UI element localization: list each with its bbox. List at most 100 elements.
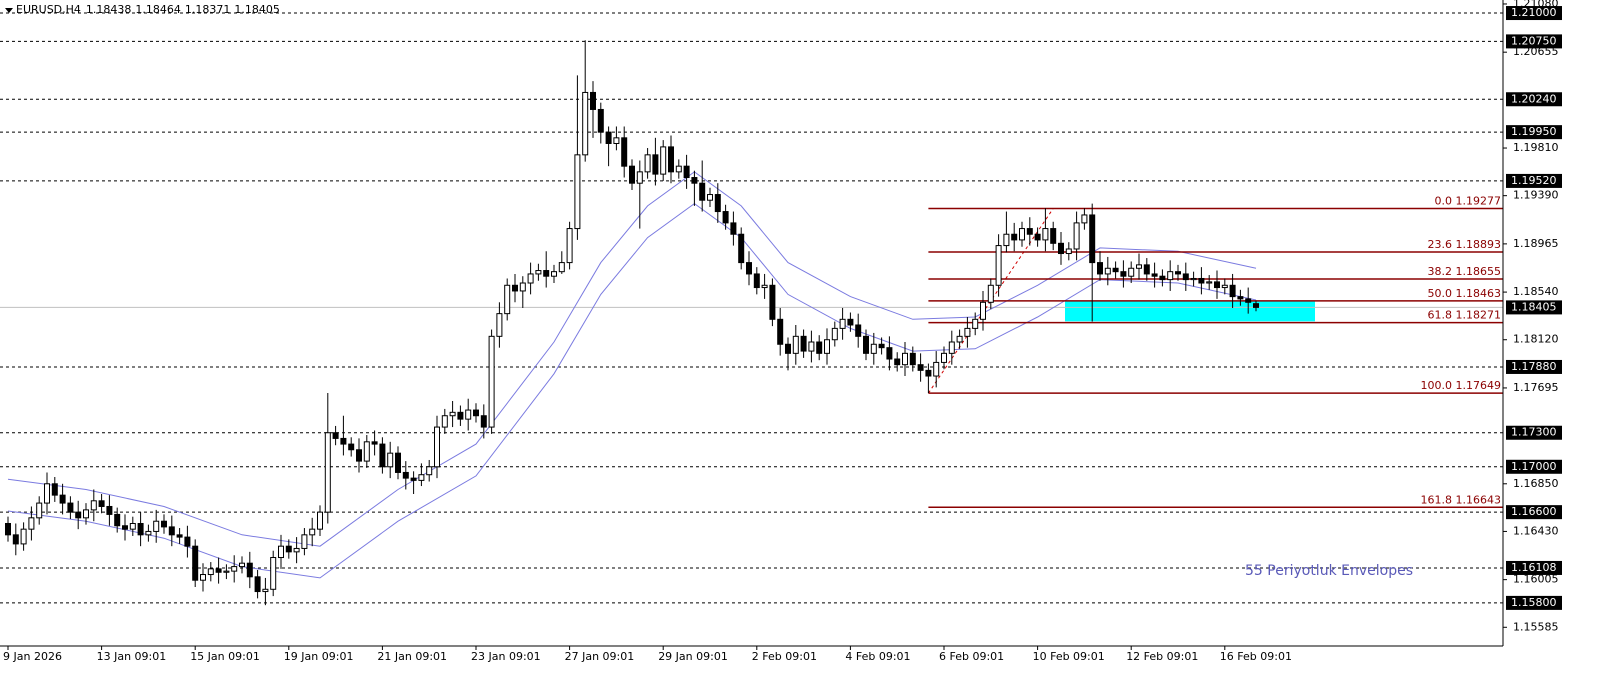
fib-label: 0.0 1.19277 — [1435, 194, 1501, 207]
candle — [1112, 261, 1119, 279]
candle-body — [1097, 262, 1103, 275]
candle-body — [1175, 271, 1181, 275]
candle-body — [1143, 264, 1150, 275]
candle — [262, 577, 269, 606]
candle — [285, 539, 292, 559]
candle — [1221, 278, 1228, 295]
candle — [28, 506, 35, 541]
candle-body — [161, 520, 167, 528]
candle-body — [246, 562, 253, 578]
candle — [722, 204, 729, 230]
candle-body — [449, 411, 456, 417]
candle — [753, 267, 760, 295]
level-label: 1.20240 — [1511, 92, 1557, 105]
candle-body — [285, 545, 292, 553]
candle-body — [44, 483, 50, 504]
candle — [1034, 227, 1041, 247]
level-box — [1506, 34, 1562, 49]
candle-body — [863, 335, 869, 354]
y-tick-label: 1.19390 — [1513, 189, 1559, 202]
candle — [894, 352, 901, 372]
level-label: 1.17300 — [1511, 426, 1557, 439]
candle — [1073, 211, 1080, 261]
highlight-zone — [1065, 301, 1315, 322]
candle-body — [184, 536, 191, 547]
candle-body — [1229, 284, 1236, 298]
candle-body — [356, 449, 362, 462]
candle — [839, 307, 846, 340]
candle — [855, 313, 862, 348]
candle-body — [1112, 267, 1119, 273]
candle — [231, 555, 238, 583]
candle — [184, 525, 191, 558]
y-tick-label: 1.19810 — [1513, 141, 1559, 154]
candle — [636, 160, 643, 229]
candle — [714, 183, 721, 223]
candle-body — [886, 347, 893, 360]
candle — [426, 459, 433, 482]
level-box — [1506, 560, 1562, 575]
candle-body — [753, 273, 760, 289]
candle — [129, 516, 136, 536]
candle — [293, 537, 300, 564]
candle — [1058, 231, 1064, 265]
y-tick-label: 1.18120 — [1513, 333, 1559, 346]
candle-body — [558, 262, 565, 273]
candle-body — [1128, 267, 1135, 277]
candle-body — [644, 154, 651, 173]
candle — [59, 483, 66, 515]
candle — [668, 135, 674, 184]
menu-arrow[interactable] — [5, 8, 13, 13]
candle — [1003, 211, 1010, 253]
candle-body — [1065, 248, 1072, 255]
low: 1.18371 — [185, 3, 231, 16]
candle-body — [426, 466, 433, 476]
indicator-label: 55 Periyotluk Envelopes — [1245, 563, 1413, 579]
candle — [512, 273, 518, 303]
candle-body — [67, 502, 74, 513]
candle — [75, 500, 82, 530]
candle-body — [597, 108, 604, 133]
candle-body — [722, 211, 729, 224]
candle-body — [254, 576, 261, 593]
candle-body — [1081, 214, 1088, 224]
candle — [207, 562, 214, 582]
candle-body — [683, 165, 690, 179]
candle — [1136, 253, 1142, 280]
candle-body — [145, 530, 152, 536]
candle — [379, 437, 386, 474]
candle-body — [402, 471, 409, 479]
x-tick-label: 29 Jan 09:01 — [658, 650, 728, 663]
level-box — [1506, 6, 1562, 21]
level-box — [1506, 92, 1562, 107]
x-tick-label: 21 Jan 09:01 — [377, 650, 447, 663]
candle — [496, 302, 503, 348]
candle — [371, 430, 378, 456]
candle-body — [1253, 303, 1259, 308]
candle-body — [457, 411, 464, 420]
candle-body — [473, 409, 479, 417]
candle-body — [956, 335, 963, 343]
candle — [1237, 289, 1244, 306]
candle-body — [36, 502, 43, 519]
candle-body — [543, 270, 550, 277]
candle-body — [278, 545, 284, 559]
candle — [12, 523, 19, 556]
candle-body — [371, 441, 378, 445]
candle — [707, 187, 713, 208]
candle — [239, 556, 245, 574]
candle-body — [20, 528, 27, 545]
candle — [67, 496, 74, 519]
candle-body — [1050, 228, 1057, 244]
candle — [457, 405, 464, 426]
candle-body — [504, 284, 511, 315]
candle-body — [714, 194, 721, 213]
level-box — [1506, 505, 1562, 520]
candle — [543, 251, 550, 288]
candle — [956, 329, 963, 349]
candle-body — [223, 570, 230, 573]
level-label: 1.19520 — [1511, 174, 1557, 187]
candle-body — [574, 154, 581, 230]
candle-body — [1136, 264, 1142, 269]
candle — [948, 330, 955, 365]
